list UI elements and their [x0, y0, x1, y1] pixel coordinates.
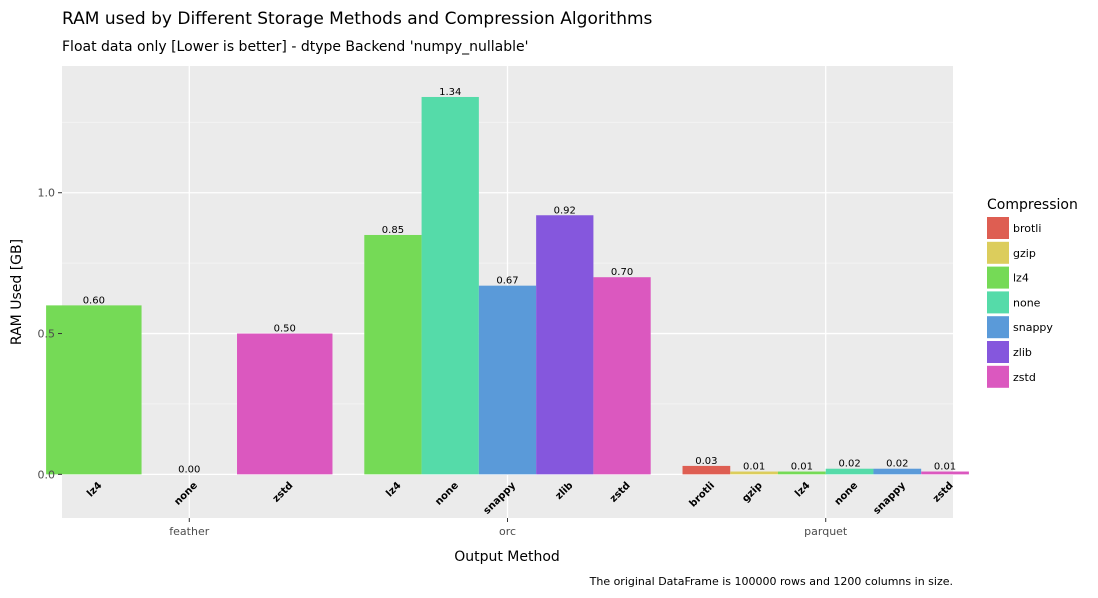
legend-entry-label: none — [1013, 296, 1041, 309]
bar-value-label: 0.02 — [886, 459, 908, 470]
bar — [421, 96, 479, 475]
bar-value-label: 1.34 — [439, 87, 461, 98]
legend-swatch — [987, 316, 1009, 339]
bar-value-label: 0.92 — [554, 205, 576, 216]
bar — [478, 285, 537, 475]
x-group-label: orc — [499, 525, 516, 538]
bar-value-label: 0.01 — [934, 462, 956, 473]
y-tick-label: 0.5 — [38, 328, 56, 341]
x-group-label: feather — [169, 525, 209, 538]
bar-value-label: 0.67 — [496, 276, 518, 287]
legend-entry-label: gzip — [1013, 247, 1036, 260]
legend-swatch — [987, 217, 1009, 239]
legend-title: Compression — [987, 197, 1078, 213]
y-axis: 0.0 0.5 1.0 — [38, 187, 62, 481]
legend-entry-label: zlib — [1013, 346, 1032, 359]
bar-value-label: 0.60 — [83, 295, 105, 306]
bar-value-label: 0.01 — [791, 462, 813, 473]
legend-swatch — [987, 291, 1009, 314]
bar-value-label: 0.85 — [382, 225, 404, 236]
legend-entry-label: brotli — [1013, 222, 1041, 235]
bar-value-label: 0.03 — [695, 456, 717, 467]
bar-value-label: 0.00 — [178, 464, 200, 475]
bar-value-label: 0.02 — [838, 459, 860, 470]
legend-entry-label: zstd — [1013, 371, 1036, 384]
bars — [46, 96, 969, 475]
legend-swatch — [987, 241, 1009, 264]
chart-title: RAM used by Different Storage Methods an… — [62, 9, 653, 29]
bar — [593, 277, 651, 475]
x-axis-title: Output Method — [454, 549, 560, 565]
bar — [873, 468, 922, 475]
legend-swatch — [987, 365, 1009, 388]
bar-value-label: 0.70 — [611, 267, 633, 278]
bar — [682, 465, 731, 475]
bar-value-label: 0.01 — [743, 462, 765, 473]
y-tick-label: 0.0 — [38, 468, 56, 481]
legend-entry-label: lz4 — [1013, 272, 1029, 285]
bar — [825, 468, 874, 475]
legend: Compression brotli gzip lz4 none snappy zlib z… — [987, 197, 1078, 388]
grid-lines — [62, 66, 953, 518]
bar — [237, 333, 333, 475]
bar — [536, 215, 594, 475]
x-axis: feather orc parquet — [169, 518, 848, 538]
bar — [46, 305, 142, 475]
legend-swatch — [987, 341, 1009, 363]
bar — [777, 471, 826, 475]
bar — [364, 234, 422, 475]
bar-value-label: 0.50 — [274, 324, 296, 335]
chart-caption: The original DataFrame is 100000 rows an… — [589, 575, 953, 588]
bar — [730, 471, 778, 475]
legend-swatch — [987, 266, 1009, 289]
chart-subtitle: Float data only [Lower is better] - dtyp… — [62, 39, 529, 55]
y-tick-label: 1.0 — [38, 187, 56, 200]
x-group-label: parquet — [804, 525, 848, 538]
bar — [921, 471, 969, 475]
legend-entry-label: snappy — [1013, 321, 1053, 334]
y-axis-title: RAM Used [GB] — [9, 239, 25, 345]
